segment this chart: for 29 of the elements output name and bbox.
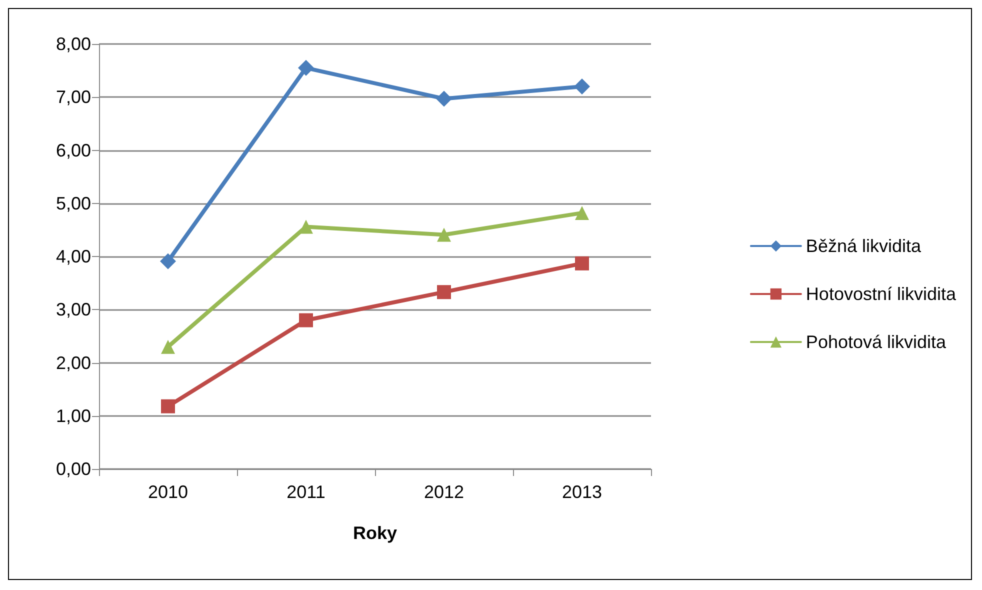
legend-label: Hotovostní likvidita [806, 284, 957, 304]
point [299, 313, 313, 328]
point [574, 78, 590, 94]
point [161, 399, 175, 414]
x-tick-label: 2011 [286, 482, 326, 502]
point [298, 60, 314, 76]
point [436, 90, 452, 107]
y-tick-label: 6,00 [56, 140, 91, 160]
legend-label: Pohotová likvidita [806, 332, 948, 352]
point [299, 220, 313, 234]
x-tick-label: 2013 [562, 482, 602, 502]
x-tick-label: 2012 [424, 482, 464, 502]
legend-label: Běžná likvidita [806, 236, 922, 256]
point [437, 228, 451, 242]
x-tick-label: 2010 [148, 482, 188, 502]
y-tick-label: 1,00 [56, 406, 91, 426]
point [437, 285, 451, 300]
point [161, 340, 175, 354]
point [160, 253, 176, 270]
y-tick-label: 2,00 [56, 352, 91, 373]
y-tick-label: 3,00 [56, 300, 91, 320]
point [575, 256, 589, 270]
y-tick-label: 7,00 [56, 87, 91, 108]
x-axis-title: Roky [352, 523, 398, 543]
y-tick-label: 8,00 [56, 34, 91, 54]
y-tick-label: 0,00 [56, 459, 91, 479]
y-tick-label: 5,00 [56, 193, 91, 214]
y-tick-label: 4,00 [56, 246, 91, 266]
point [575, 206, 589, 220]
